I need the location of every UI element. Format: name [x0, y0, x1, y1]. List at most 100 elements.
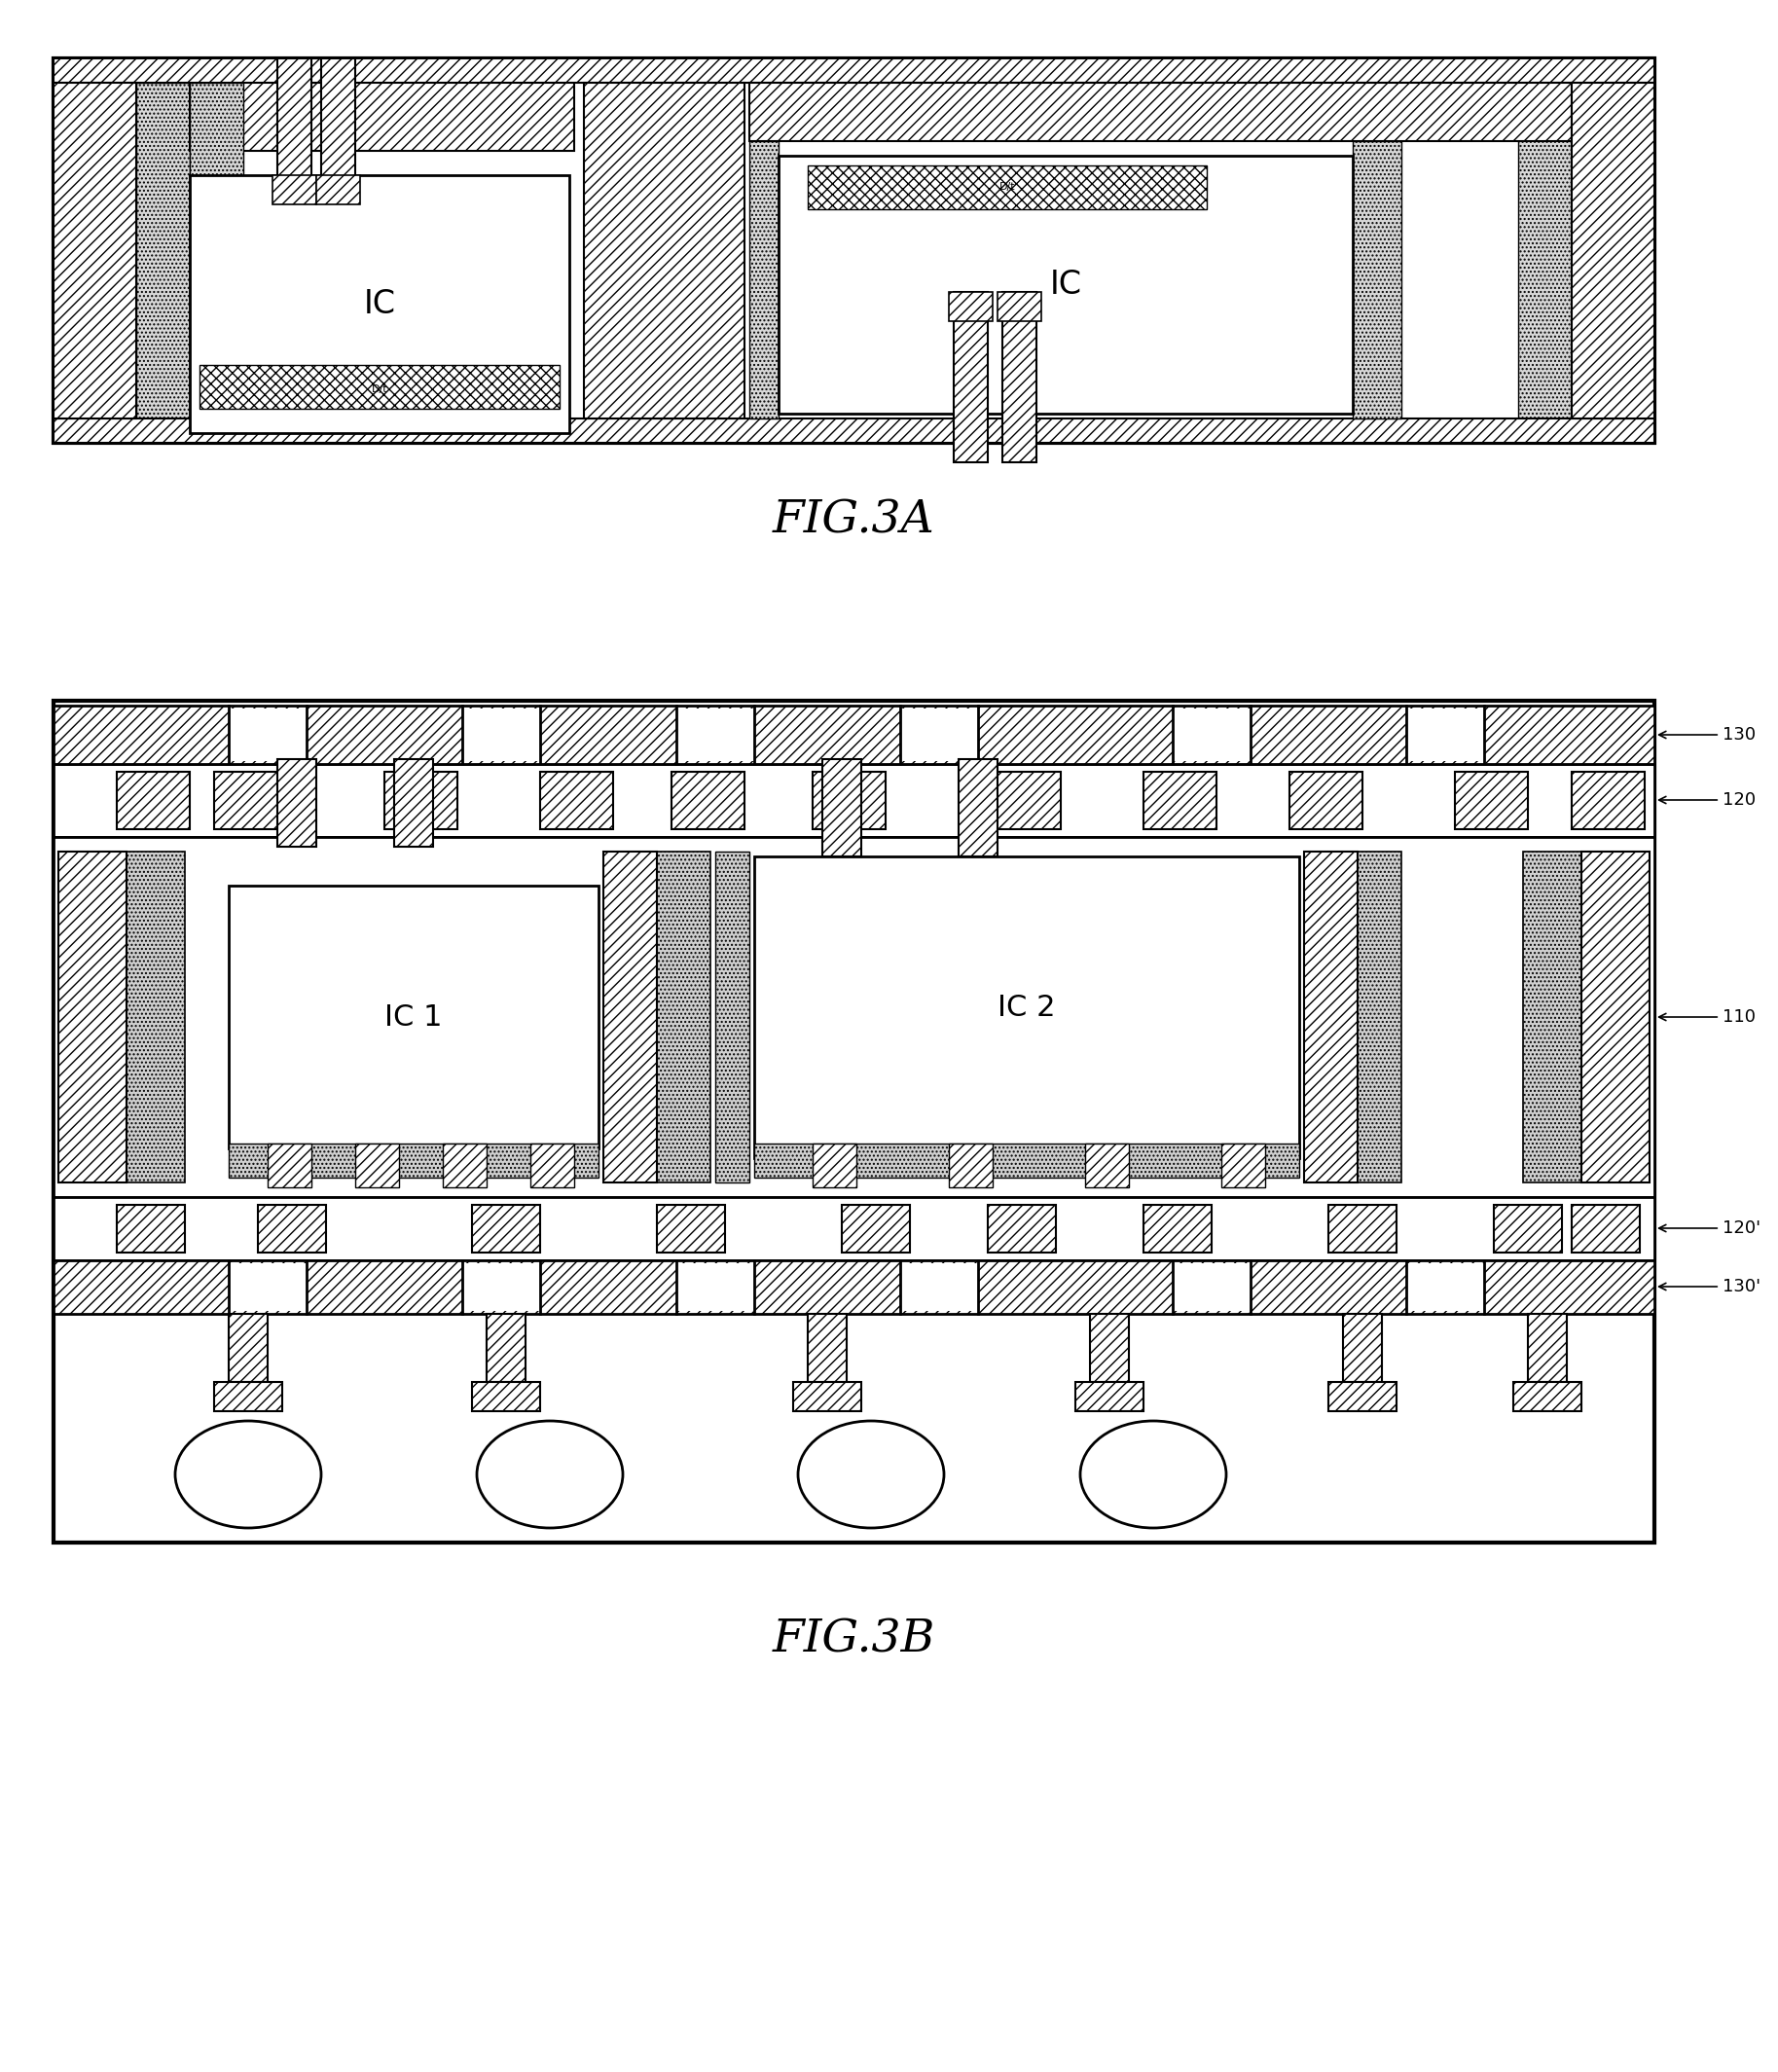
Bar	[59, 852, 126, 1183]
Bar	[190, 176, 569, 433]
Bar	[1494, 1204, 1561, 1254]
Bar	[749, 141, 779, 419]
Text: IC 1: IC 1	[384, 1003, 443, 1032]
Bar	[316, 176, 361, 205]
Text: D/t: D/t	[999, 182, 1015, 193]
Bar	[603, 852, 656, 1183]
Bar	[1572, 771, 1645, 829]
Bar	[53, 1260, 1654, 1314]
Bar	[322, 58, 356, 199]
Bar	[462, 709, 541, 760]
Bar	[213, 1382, 283, 1411]
Bar	[268, 1144, 311, 1187]
Bar	[583, 83, 745, 419]
Text: IC 2: IC 2	[997, 992, 1056, 1021]
Text: 130: 130	[1659, 725, 1755, 744]
Bar	[676, 709, 754, 760]
Bar	[1342, 1314, 1382, 1382]
Bar	[1143, 1204, 1211, 1254]
Bar	[1076, 1382, 1143, 1411]
Bar	[1353, 141, 1401, 419]
Bar	[779, 155, 1353, 414]
Bar	[395, 758, 434, 847]
Bar	[117, 771, 190, 829]
Bar	[841, 1204, 910, 1254]
Bar	[656, 852, 711, 1183]
Bar	[1303, 852, 1358, 1183]
Bar	[356, 1144, 398, 1187]
Bar	[53, 700, 1654, 1542]
Bar	[1454, 771, 1527, 829]
Bar	[53, 58, 1654, 83]
Bar	[530, 1144, 574, 1187]
Bar	[1289, 771, 1362, 829]
Bar	[1328, 1382, 1396, 1411]
Text: IC: IC	[1049, 267, 1081, 300]
Bar	[1527, 1314, 1566, 1382]
Bar	[599, 83, 731, 419]
Bar	[672, 771, 745, 829]
Bar	[989, 1204, 1056, 1254]
Bar	[754, 856, 1300, 1158]
Bar	[1221, 1144, 1266, 1187]
Bar	[807, 1314, 846, 1382]
Bar	[1143, 771, 1216, 829]
Bar	[53, 83, 137, 419]
Bar	[137, 83, 190, 419]
Bar	[1173, 709, 1250, 760]
Text: 120: 120	[1659, 792, 1755, 808]
Bar	[229, 1264, 306, 1312]
Bar	[487, 1314, 526, 1382]
Bar	[1085, 1144, 1129, 1187]
Bar	[823, 758, 861, 856]
Text: 130': 130'	[1659, 1278, 1760, 1295]
Bar	[1572, 1204, 1639, 1254]
Bar	[1173, 1264, 1250, 1312]
Bar	[53, 1198, 1654, 1260]
Bar	[443, 1144, 487, 1187]
Bar	[462, 1264, 541, 1312]
Bar	[213, 771, 286, 829]
Bar	[471, 1382, 541, 1411]
Bar	[1406, 1264, 1485, 1312]
Bar	[229, 1314, 268, 1382]
Bar	[53, 707, 1654, 765]
Bar	[1328, 1204, 1396, 1254]
Bar	[541, 771, 613, 829]
Text: 120': 120'	[1659, 1220, 1760, 1237]
Bar	[900, 709, 978, 760]
Bar	[277, 758, 316, 847]
Bar	[229, 709, 306, 760]
Bar	[1513, 1382, 1581, 1411]
Bar	[277, 58, 311, 199]
Bar	[1090, 1314, 1129, 1382]
Text: IC: IC	[363, 288, 395, 319]
Bar	[53, 419, 1654, 443]
Bar	[1572, 83, 1654, 419]
Bar	[53, 58, 1654, 443]
Bar	[384, 771, 457, 829]
Bar	[229, 885, 599, 1148]
Bar	[813, 1144, 857, 1187]
Bar	[53, 765, 1654, 837]
Bar	[1581, 852, 1650, 1183]
Bar	[754, 1144, 1300, 1177]
Ellipse shape	[477, 1421, 622, 1527]
Bar	[229, 1144, 599, 1177]
Text: FIG.3B: FIG.3B	[772, 1618, 935, 1662]
Bar	[958, 758, 997, 856]
Bar	[59, 852, 185, 1183]
Text: FIG.3A: FIG.3A	[772, 499, 935, 543]
Bar	[471, 1204, 541, 1254]
Bar	[117, 1204, 185, 1254]
Bar	[1003, 292, 1037, 462]
Bar	[190, 58, 574, 151]
Bar	[656, 1204, 725, 1254]
Bar	[676, 1264, 754, 1312]
Bar	[190, 83, 244, 419]
Bar	[949, 292, 992, 321]
Text: D/t: D/t	[372, 385, 388, 394]
Bar	[749, 83, 1572, 141]
Bar	[949, 1144, 992, 1187]
Ellipse shape	[176, 1421, 322, 1527]
